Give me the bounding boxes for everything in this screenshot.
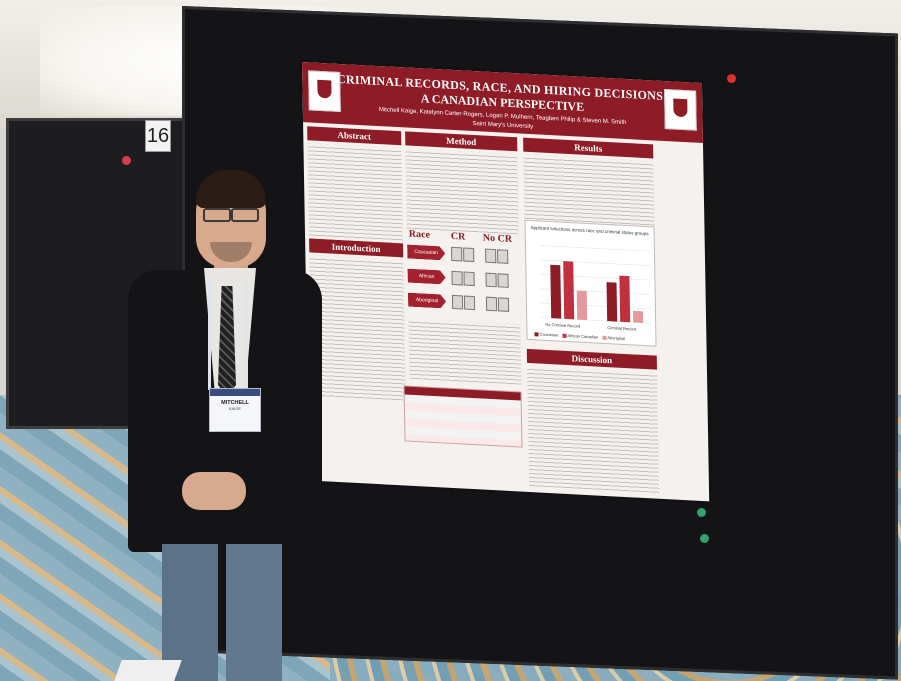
gridline	[539, 245, 650, 252]
race-column-label: Race	[408, 228, 431, 241]
university-logo-right	[664, 89, 697, 131]
discussion-text	[527, 365, 660, 493]
resume-icon	[451, 246, 463, 262]
board-number: 16	[145, 120, 171, 152]
lanyard	[208, 280, 248, 390]
category-label: Criminal Record	[607, 325, 637, 332]
beard	[210, 242, 252, 262]
cr-column-label: CR	[450, 230, 466, 243]
legend-aboriginal: Aboriginal	[607, 335, 626, 341]
bar-african-canadian	[563, 261, 575, 320]
results-chart: Applicant selections across race and cri…	[524, 219, 657, 347]
jeans-right-leg	[226, 544, 282, 681]
nocr-column-label: No CR	[482, 232, 513, 246]
resume-icon	[497, 273, 509, 288]
legend-african-canadian: African Canadian	[567, 332, 599, 340]
gridline	[540, 259, 651, 266]
push-pin	[697, 508, 706, 517]
race-row-african-canadian: African Canadian	[407, 269, 445, 285]
bar-chart-svg	[539, 245, 652, 324]
hair	[196, 170, 266, 208]
race-row-caucasian: Caucasian	[407, 245, 445, 261]
abstract-header: Abstract	[307, 126, 402, 146]
bar-aboriginal	[576, 290, 588, 321]
results-table	[403, 385, 523, 448]
abstract-text	[307, 143, 404, 244]
method-text	[405, 148, 519, 235]
resume-icon	[463, 247, 475, 263]
push-pin	[727, 74, 736, 83]
resume-icon	[497, 249, 509, 264]
bar-caucasian	[550, 264, 562, 319]
resume-icon	[463, 271, 475, 287]
glasses-icon	[201, 208, 261, 222]
resume-icon	[485, 272, 497, 288]
push-pin	[122, 156, 131, 165]
introduction-text	[309, 255, 406, 401]
necktie	[218, 286, 236, 396]
resume-icon	[485, 296, 498, 312]
bar-caucasian	[606, 282, 618, 322]
push-pin	[700, 534, 709, 543]
chart-legend: Caucasian African Canadian Aboriginal	[531, 331, 625, 341]
poster-col-right: Results Applicant selections across race…	[523, 137, 660, 493]
badge-surname: KAIGE	[228, 406, 242, 411]
resume-icon	[451, 294, 464, 310]
paper-on-floor	[114, 660, 182, 681]
procedure-text	[408, 318, 522, 385]
resume-icon	[451, 270, 463, 286]
method-diagram: Race CR No CR Caucasian African Canadian…	[407, 229, 521, 325]
legend-caucasian: Caucasian	[539, 331, 559, 338]
legend-swatch	[562, 333, 567, 338]
legend-swatch	[602, 335, 607, 340]
bar-aboriginal	[632, 310, 644, 323]
resume-icon	[485, 248, 497, 264]
jeans-left-leg	[162, 544, 218, 681]
university-logo-left	[308, 70, 341, 113]
resume-icon	[463, 295, 476, 311]
category-label: No Criminal Record	[545, 321, 581, 329]
race-row-aboriginal: Aboriginal	[408, 293, 446, 309]
clasped-hands	[182, 472, 246, 510]
poster-col-middle: Method Race CR No CR Caucasian African C…	[405, 131, 522, 385]
name-badge: MITCHELL KAIGE	[209, 388, 261, 432]
legend-swatch	[534, 332, 539, 337]
bar-african-canadian	[619, 275, 631, 323]
badge-name: MITCHELL	[221, 400, 249, 406]
research-poster: CRIMINAL RECORDS, RACE, AND HIRING DECIS…	[302, 62, 710, 502]
resume-icon	[497, 297, 510, 312]
